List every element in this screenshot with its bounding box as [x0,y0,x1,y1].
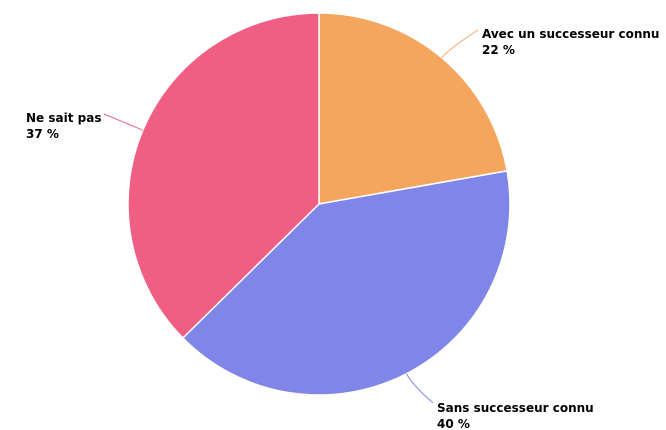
slice-label-ne-sait-pas: Ne sait pas 37 % [26,111,106,141]
slice-label-sans-successeur: Sans successeur connu 40 % [437,401,598,430]
leader-lines [103,29,479,404]
leader-line-sans-successeur [406,373,434,404]
slice-label-value: 22 % [482,43,515,57]
slice-label-name: Ne sait pas [26,111,101,125]
slice-label-value: 40 % [437,417,470,430]
slice-label-name: Avec un successeur connu [482,27,659,41]
slice-label-value: 37 % [26,127,59,141]
pie-slice-ne-sait-pas [127,12,320,340]
leader-line-ne-sait-pas [103,113,144,131]
slice-label-name: Sans successeur connu [437,401,594,415]
pie-slice-sans-successeur [181,169,511,396]
pie-slice-avec-successeur [318,12,508,205]
leader-line-avec-successeur [441,29,479,59]
pie-slices [127,12,511,396]
slice-label-avec-successeur: Avec un successeur connu 22 % [482,27,664,57]
